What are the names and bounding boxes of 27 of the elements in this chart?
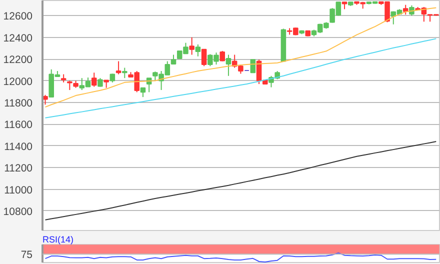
candlestick: [116, 60, 122, 75]
line-series: [44, 7, 437, 108]
y-tick-label: 11400: [4, 140, 33, 153]
y-tick-label: 11200: [4, 162, 33, 175]
candlestick: [189, 36, 194, 56]
candlestick: [402, 4, 408, 16]
y-tick-label: 12400: [3, 32, 33, 44]
y-tick-label: 12600: [3, 10, 33, 23]
chart-title: RSI(14): [42, 234, 74, 244]
candlestick: [91, 72, 97, 88]
candlestick: [220, 50, 226, 62]
candlestick: [195, 44, 201, 57]
candlestick: [226, 54, 232, 76]
y-tick-label: 11800: [4, 97, 33, 110]
candlestick: [201, 48, 207, 67]
y-tick-label: 11000: [4, 184, 33, 196]
text: 75: [20, 249, 33, 262]
candlestick: [67, 80, 72, 91]
y-tick-label: 10800: [3, 206, 33, 218]
line-series: [44, 141, 437, 220]
candlestick: [122, 67, 128, 79]
y-tick-label: 12000: [3, 76, 33, 88]
line-series: [44, 38, 437, 118]
candlestick: [250, 59, 256, 74]
candlestick: [140, 87, 146, 98]
y-tick-label: 11600: [4, 119, 33, 132]
y-tick-label: 12200: [3, 54, 33, 66]
